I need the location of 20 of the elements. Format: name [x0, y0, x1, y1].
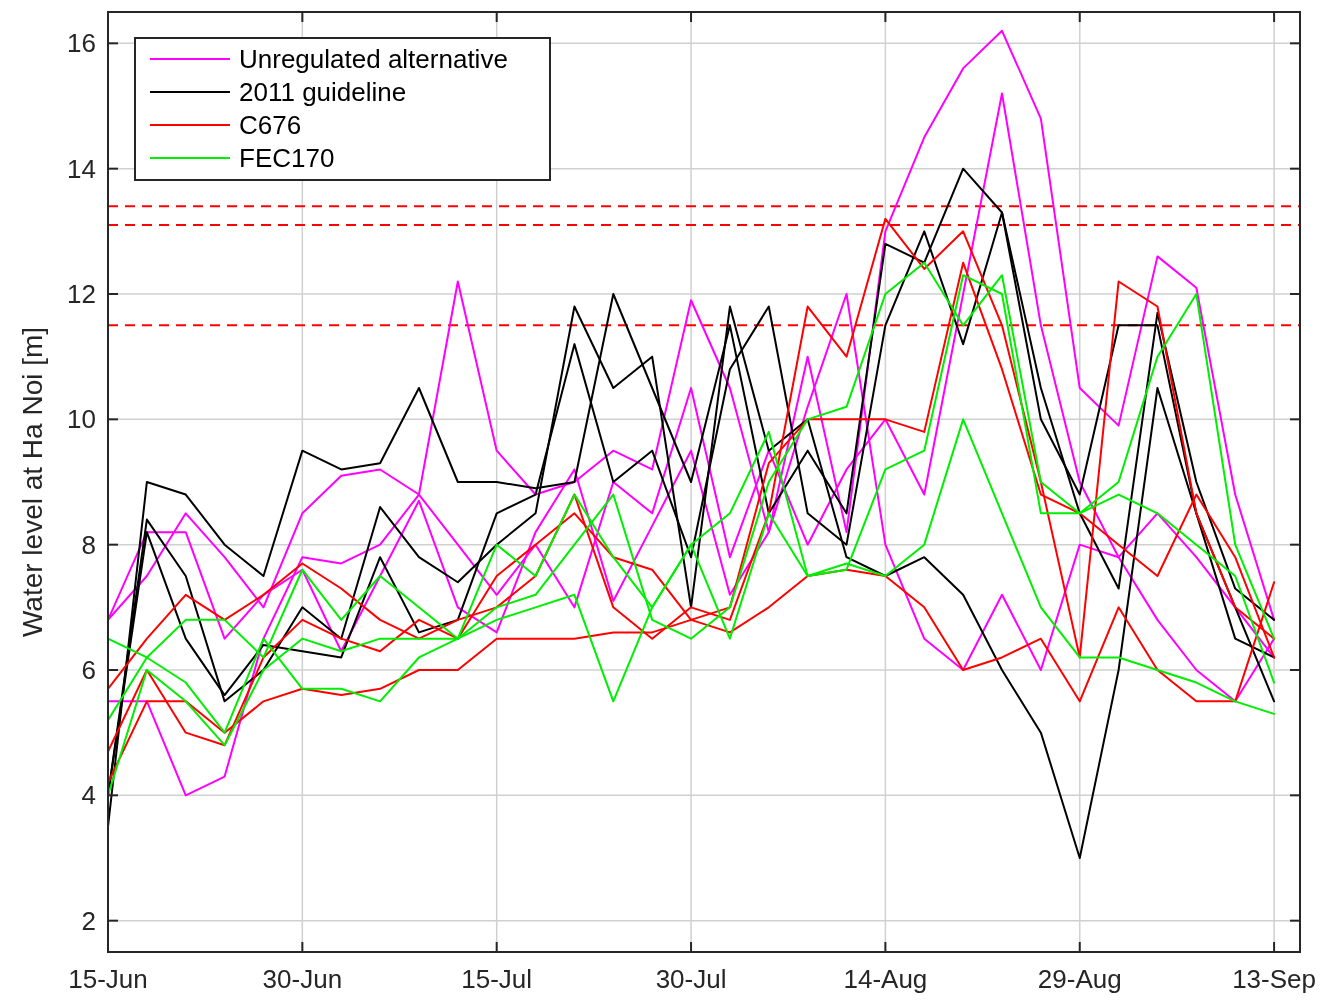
legend-label: Unregulated alternative — [239, 44, 508, 74]
y-tick-label: 14 — [67, 153, 96, 184]
x-tick-label: 30-Jul — [655, 964, 727, 994]
y-tick-label: 4 — [81, 780, 96, 811]
x-tick-label: 30-Jun — [262, 964, 343, 994]
x-tick-label: 29-Aug — [1037, 964, 1122, 994]
x-tick-label: 15-Jul — [461, 964, 533, 994]
x-tick-label: 14-Aug — [843, 964, 928, 994]
x-tick-label: 13-Sep — [1232, 964, 1317, 994]
legend-label: FEC170 — [239, 143, 335, 173]
legend-label: C676 — [239, 110, 302, 140]
legend-label: 2011 guideline — [239, 77, 407, 107]
x-tick-label: 15-Jun — [68, 964, 148, 994]
y-axis-title: Water level at Ha Noi [m] — [17, 326, 48, 638]
y-tick-label: 6 — [81, 655, 96, 685]
y-tick-label: 8 — [81, 529, 96, 560]
y-tick-label: 10 — [67, 404, 96, 435]
y-tick-label: 12 — [67, 279, 96, 309]
y-tick-label: 16 — [67, 28, 96, 59]
y-tick-label: 2 — [81, 905, 96, 936]
